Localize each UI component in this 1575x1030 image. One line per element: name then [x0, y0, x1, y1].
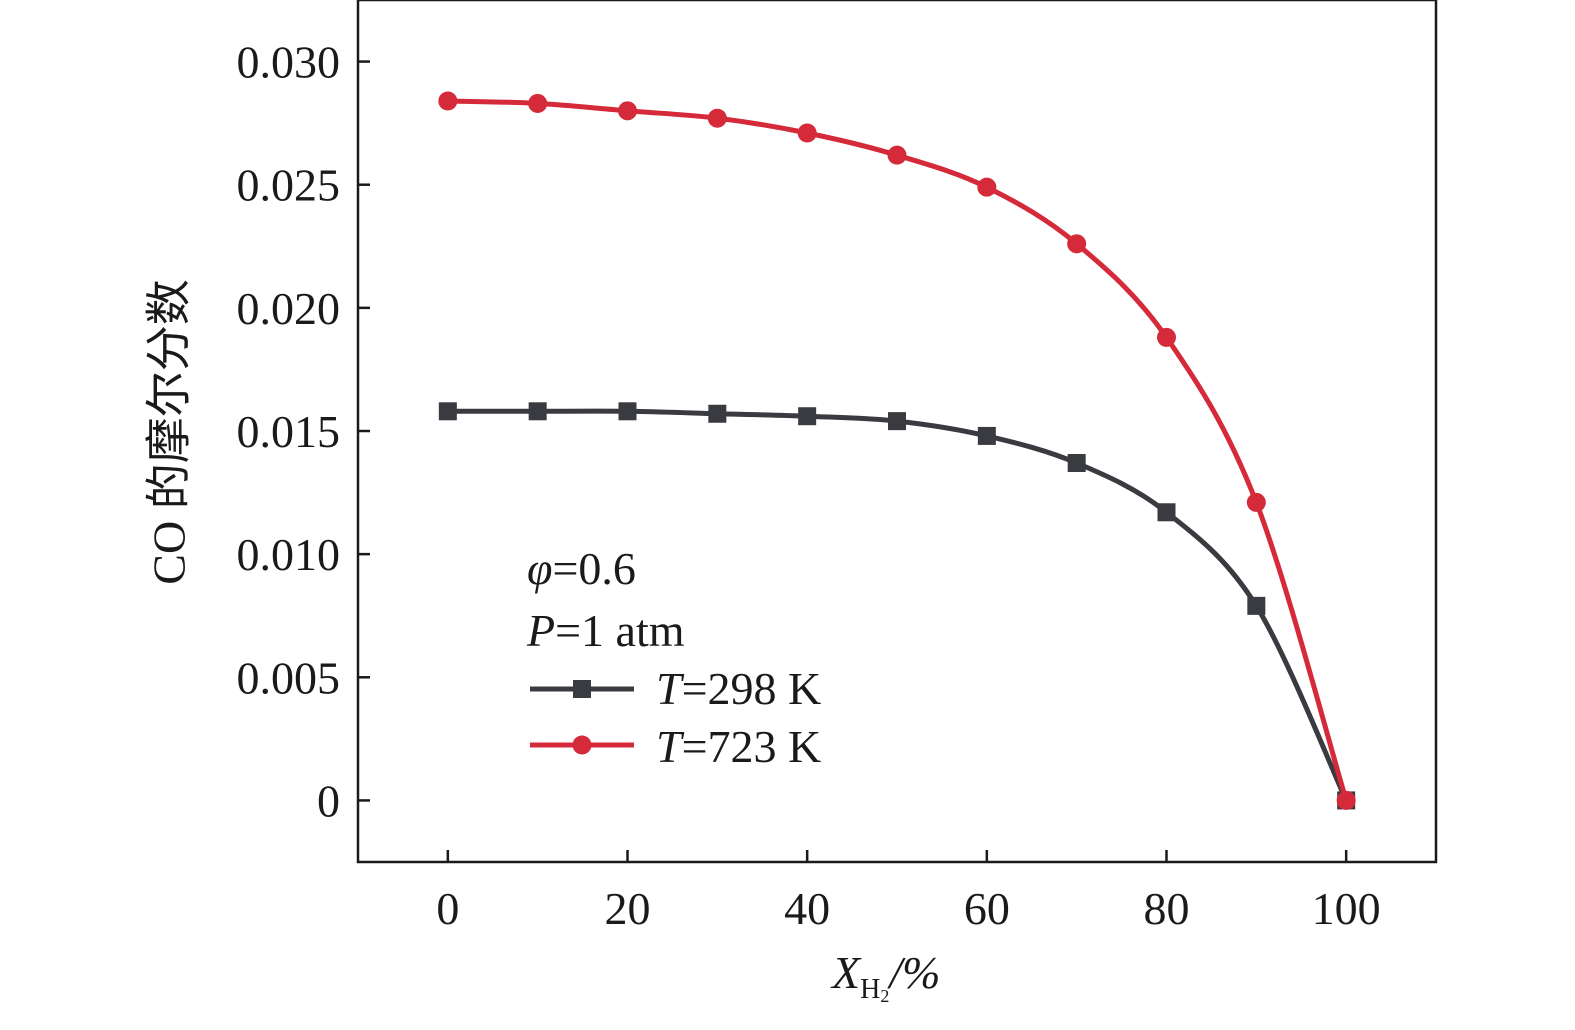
y-tick-label: 0.010: [237, 529, 341, 580]
y-tick-label: 0.030: [237, 37, 341, 88]
x-axis-title-sub: H: [860, 974, 880, 1005]
point-723k: [887, 145, 907, 165]
legend-marker-723k: [572, 735, 592, 755]
legend: T=298 K T=723 K: [530, 663, 821, 772]
x-tick-label: 80: [1144, 883, 1190, 934]
point-723k: [707, 108, 727, 128]
point-298k: [528, 402, 547, 421]
legend-item-723k: T=723 K: [530, 721, 821, 772]
point-723k: [797, 123, 817, 143]
point-723k: [1246, 492, 1266, 512]
series-group: [438, 91, 1356, 810]
point-298k: [1247, 596, 1266, 615]
y-tick-label: 0.005: [237, 652, 341, 703]
x-tick-label: 60: [964, 883, 1010, 934]
x-axis-title-subsub: 2: [880, 986, 889, 1006]
point-298k: [618, 402, 637, 421]
x-axis-title-main: X: [830, 947, 862, 998]
point-723k: [1336, 790, 1356, 810]
point-298k: [977, 426, 996, 445]
annotation-pressure: P=1 atm: [526, 605, 685, 656]
point-723k: [1067, 234, 1087, 254]
point-298k: [798, 407, 817, 426]
x-tick-label: 40: [784, 883, 830, 934]
y-axis: 0 0.005 0.010 0.015 0.020 0.025 0.030: [237, 37, 370, 826]
annotation-phi: φ=0.6: [527, 543, 636, 594]
y-tick-label: 0.025: [237, 160, 341, 211]
series-line-298k: [447, 408, 1349, 802]
x-axis-title: XH2/%: [830, 947, 940, 1006]
y-tick-label: 0.020: [237, 283, 341, 334]
legend-label-298k: T=298 K: [656, 663, 821, 714]
point-298k: [438, 402, 457, 421]
point-723k: [438, 91, 458, 111]
point-298k: [1067, 454, 1086, 473]
x-axis-title-unit: /%: [886, 947, 940, 998]
point-723k: [1157, 327, 1176, 347]
point-723k: [528, 93, 548, 113]
legend-marker-298k: [573, 680, 591, 698]
x-tick-label: 100: [1312, 883, 1381, 934]
legend-label-723k: T=723 K: [656, 721, 821, 772]
point-723k: [977, 177, 997, 197]
legend-item-298k: T=298 K: [530, 663, 821, 714]
y-tick-label: 0.015: [237, 406, 341, 457]
point-298k: [888, 412, 906, 431]
x-tick-label: 20: [605, 883, 651, 934]
plot-frame: [356, 0, 1438, 864]
x-axis: 0 20 40 60 80 100: [436, 850, 1381, 934]
x-tick-label: 0: [436, 883, 459, 934]
point-298k: [708, 404, 727, 423]
y-axis-title: CO 的摩尔分数: [144, 279, 195, 584]
point-298k: [1157, 503, 1176, 522]
annotations: φ=0.6 P=1 atm: [526, 543, 685, 656]
point-723k: [618, 101, 637, 121]
y-tick-label: 0: [317, 775, 340, 826]
